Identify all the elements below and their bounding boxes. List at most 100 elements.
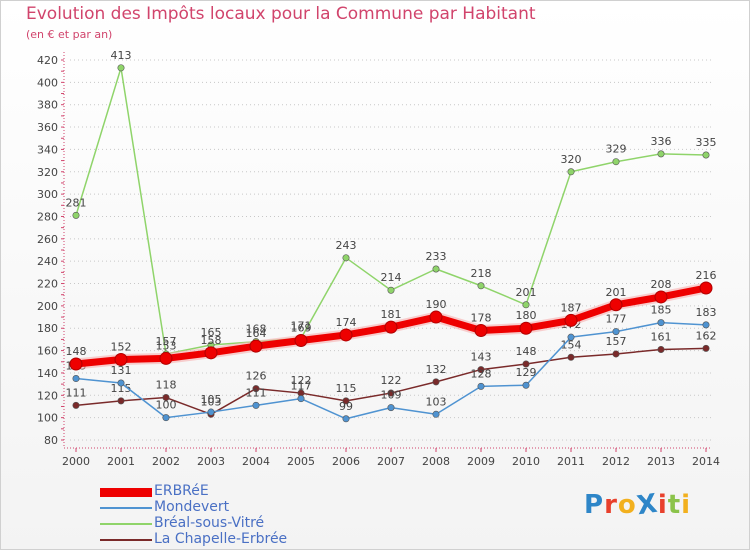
point-breal-sous-vitre-2011 <box>567 168 575 176</box>
data-label-la-chapelle-erbree-2000: 111 <box>66 386 87 399</box>
point-breal-sous-vitre-2009 <box>477 282 485 290</box>
data-label-mondevert-2007: 109 <box>381 389 402 402</box>
data-label-la-chapelle-erbree-2010: 148 <box>516 345 537 358</box>
point-mondevert-2002 <box>162 414 170 422</box>
point-erbree-2004 <box>249 339 263 353</box>
data-label-breal-sous-vitre-2010: 201 <box>516 286 537 299</box>
data-label-breal-sous-vitre-2000: 281 <box>66 196 87 209</box>
y-tick-label-260: 260 <box>37 233 58 246</box>
y-tick-label-320: 320 <box>37 166 58 179</box>
data-label-mondevert-2002: 100 <box>156 399 177 412</box>
y-tick-label-420: 420 <box>37 54 58 67</box>
data-label-breal-sous-vitre-2008: 233 <box>426 250 447 263</box>
data-label-la-chapelle-erbree-2005: 122 <box>291 374 312 387</box>
point-breal-sous-vitre-2012 <box>612 158 620 166</box>
data-label-erbree-2011: 187 <box>561 301 582 314</box>
point-breal-sous-vitre-2001 <box>117 64 125 72</box>
legend-label-breal-sous-vitre: Bréal-sous-Vitré <box>154 515 265 531</box>
point-la-chapelle-erbree-2009 <box>477 366 485 374</box>
point-breal-sous-vitre-2010 <box>522 301 530 309</box>
logo-letter: r <box>604 490 618 520</box>
point-erbree-2005 <box>294 334 308 348</box>
data-label-breal-sous-vitre-2007: 214 <box>381 271 402 284</box>
point-erbree-2012 <box>609 298 623 312</box>
legend-label-mondevert: Mondevert <box>154 499 230 515</box>
point-mondevert-2010 <box>522 381 530 389</box>
x-tick-label-2002: 2002 <box>152 455 180 468</box>
point-erbree-2002 <box>159 351 173 365</box>
data-label-erbree-2001: 152 <box>111 341 132 354</box>
point-mondevert-2008 <box>432 410 440 418</box>
data-label-la-chapelle-erbree-2009: 143 <box>471 351 492 364</box>
point-la-chapelle-erbree-2006 <box>342 397 350 405</box>
point-la-chapelle-erbree-2013 <box>657 345 665 353</box>
point-la-chapelle-erbree-2002 <box>162 394 170 402</box>
x-tick-label-2006: 2006 <box>332 455 360 468</box>
data-label-breal-sous-vitre-2002: 157 <box>156 335 177 348</box>
point-erbree-2001 <box>114 353 128 367</box>
y-tick-label-180: 180 <box>37 322 58 335</box>
legend-item-la-chapelle-erbree: La Chapelle-Erbrée <box>100 532 360 548</box>
data-label-breal-sous-vitre-2003: 165 <box>201 326 222 339</box>
point-breal-sous-vitre-2007 <box>387 286 395 294</box>
data-label-breal-sous-vitre-2013: 336 <box>651 135 672 148</box>
y-tick-label-240: 240 <box>37 255 58 268</box>
data-label-breal-sous-vitre-2011: 320 <box>561 153 582 166</box>
data-label-la-chapelle-erbree-2004: 126 <box>246 370 267 383</box>
logo-letter: t <box>667 490 682 520</box>
y-tick-label-300: 300 <box>37 188 58 201</box>
data-label-erbree-2009: 178 <box>471 311 492 324</box>
y-tick-label-140: 140 <box>37 367 58 380</box>
logo-letter: X <box>634 488 660 522</box>
data-label-erbree-2006: 174 <box>336 316 357 329</box>
point-erbree-2014 <box>699 281 713 295</box>
y-tick-label-220: 220 <box>37 278 58 291</box>
legend-swatch-breal-sous-vitre <box>100 523 152 525</box>
point-erbree-2011 <box>564 313 578 327</box>
data-label-mondevert-2012: 177 <box>606 313 627 326</box>
data-label-breal-sous-vitre-2005: 171 <box>291 319 312 332</box>
y-tick-label-200: 200 <box>37 300 58 313</box>
data-label-erbree-2013: 208 <box>651 278 672 291</box>
point-mondevert-2005 <box>297 395 305 403</box>
point-la-chapelle-erbree-2012 <box>612 350 620 358</box>
data-label-la-chapelle-erbree-2003: 103 <box>201 395 222 408</box>
point-la-chapelle-erbree-2011 <box>567 353 575 361</box>
point-mondevert-2006 <box>342 415 350 423</box>
x-tick-label-2007: 2007 <box>377 455 405 468</box>
point-breal-sous-vitre-2000 <box>72 211 80 219</box>
point-la-chapelle-erbree-2000 <box>72 401 80 409</box>
point-mondevert-2003 <box>207 408 215 416</box>
point-erbree-2009 <box>474 323 488 337</box>
data-label-erbree-2014: 216 <box>696 269 717 282</box>
data-label-la-chapelle-erbree-2012: 157 <box>606 335 627 348</box>
data-label-la-chapelle-erbree-2014: 162 <box>696 329 717 342</box>
point-mondevert-2011 <box>567 333 575 341</box>
logo-letter: i <box>657 490 668 520</box>
point-la-chapelle-erbree-2004 <box>252 385 260 393</box>
data-label-breal-sous-vitre-2009: 218 <box>471 267 492 280</box>
data-label-mondevert-2003: 105 <box>201 393 222 406</box>
data-label-la-chapelle-erbree-2007: 122 <box>381 374 402 387</box>
x-tick-label-2003: 2003 <box>197 455 225 468</box>
point-breal-sous-vitre-2008 <box>432 265 440 273</box>
legend: ERBRéE Mondevert Bréal-sous-Vitré La Chapel… <box>100 484 360 548</box>
data-label-mondevert-2004: 111 <box>246 386 267 399</box>
legend-swatch-mondevert <box>100 507 152 509</box>
y-tick-label-380: 380 <box>37 99 58 112</box>
x-tick-label-2010: 2010 <box>512 455 540 468</box>
proxiti-logo: ProXiti <box>584 488 691 522</box>
point-mondevert-2014 <box>702 321 710 329</box>
data-label-breal-sous-vitre-2004: 168 <box>246 323 267 336</box>
data-label-mondevert-2010: 129 <box>516 366 537 379</box>
data-label-la-chapelle-erbree-2008: 132 <box>426 363 447 376</box>
legend-item-mondevert: Mondevert <box>100 500 360 516</box>
y-tick-label-160: 160 <box>37 345 58 358</box>
data-label-erbree-2003: 158 <box>201 334 222 347</box>
point-la-chapelle-erbree-2010 <box>522 360 530 368</box>
data-label-la-chapelle-erbree-2011: 154 <box>561 338 582 351</box>
x-tick-label-2004: 2004 <box>242 455 270 468</box>
logo-letter: o <box>617 490 637 520</box>
data-label-erbree-2012: 201 <box>606 286 627 299</box>
data-label-mondevert-2009: 128 <box>471 367 492 380</box>
